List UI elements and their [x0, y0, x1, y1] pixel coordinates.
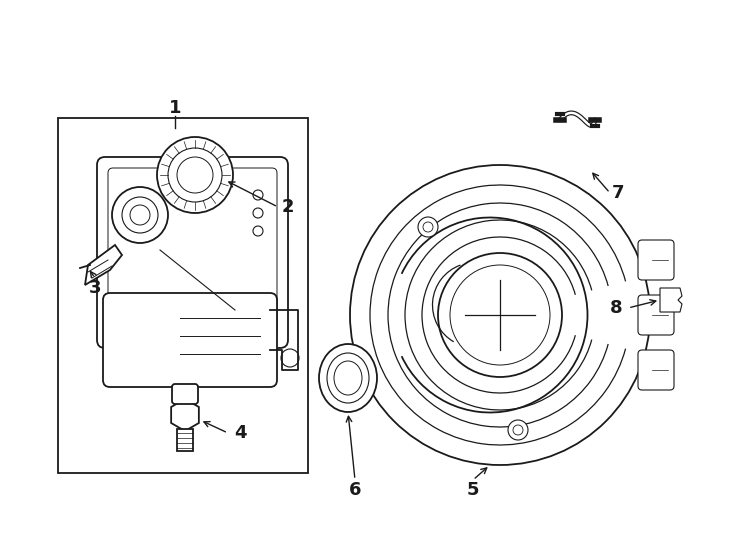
Circle shape	[438, 253, 562, 377]
Polygon shape	[171, 399, 199, 431]
Circle shape	[112, 187, 168, 243]
Text: 7: 7	[611, 184, 624, 202]
Text: 4: 4	[233, 424, 246, 442]
Circle shape	[418, 217, 438, 237]
Text: 6: 6	[349, 481, 361, 499]
FancyBboxPatch shape	[638, 295, 674, 335]
Polygon shape	[660, 288, 682, 312]
Bar	[177, 429, 193, 451]
Text: 3: 3	[89, 279, 101, 297]
Circle shape	[281, 349, 299, 367]
FancyBboxPatch shape	[103, 293, 277, 387]
FancyBboxPatch shape	[638, 350, 674, 390]
Ellipse shape	[319, 344, 377, 412]
FancyBboxPatch shape	[97, 157, 288, 348]
Text: 5: 5	[467, 481, 479, 499]
Circle shape	[350, 165, 650, 465]
Bar	[58, 118, 308, 473]
Text: 8: 8	[610, 299, 622, 317]
Text: 2: 2	[282, 198, 294, 216]
Circle shape	[508, 420, 528, 440]
Text: 1: 1	[169, 99, 181, 117]
FancyBboxPatch shape	[638, 240, 674, 280]
Polygon shape	[85, 245, 122, 285]
Circle shape	[157, 137, 233, 213]
FancyBboxPatch shape	[172, 384, 198, 404]
